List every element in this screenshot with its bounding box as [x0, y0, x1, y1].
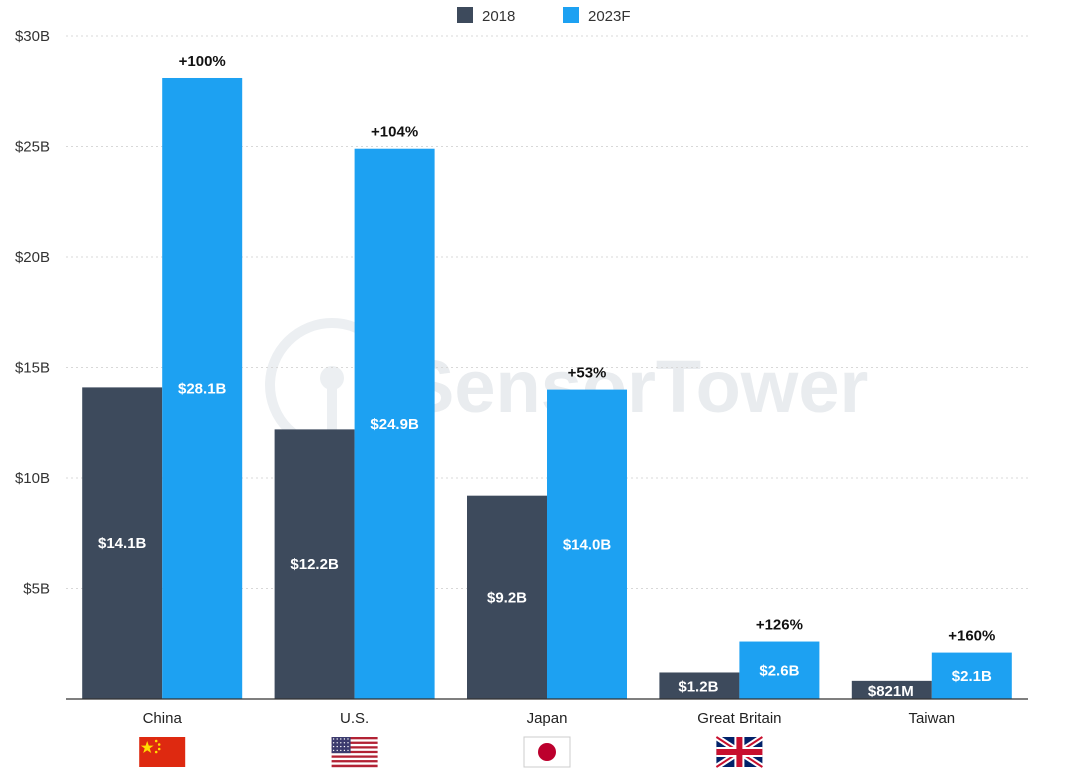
- watermark: SensorTower: [265, 318, 868, 452]
- legend-label: 2023F: [588, 8, 631, 25]
- growth-label: +100%: [179, 53, 226, 70]
- x-category-label: Taiwan: [908, 710, 955, 727]
- y-tick-label: $20B: [15, 249, 50, 266]
- legend-label: 2018: [482, 8, 515, 25]
- uk-flag-icon: [714, 734, 765, 770]
- y-tick-label: $15B: [15, 360, 50, 377]
- growth-label: +126%: [756, 617, 803, 634]
- bar-value-label: $2.6B: [759, 662, 799, 679]
- x-category-label: U.S.: [340, 710, 369, 727]
- bar-2023f: [739, 641, 820, 699]
- watermark-logo-stem: [327, 388, 337, 438]
- y-tick-label: $30B: [15, 28, 50, 45]
- bar-value-label: $9.2B: [487, 589, 527, 606]
- legend-swatch-2023f: [563, 7, 579, 23]
- bar-value-label: $821M: [868, 683, 914, 700]
- bar-2018: [851, 680, 932, 699]
- y-tick-label: $10B: [15, 470, 50, 487]
- data-labels: $14.1B $28.1B +100% $12.2B $24.9B +104% $9.2B $…: [98, 53, 995, 700]
- bar-2023f: [162, 77, 243, 700]
- legend-swatch-2018: [457, 7, 473, 23]
- bar-value-label: $28.1B: [178, 380, 227, 397]
- japan-flag-icon: [523, 736, 571, 768]
- bar-value-label: $1.2B: [678, 679, 718, 696]
- y-axis-ticks: $5B $10B $15B $20B $25B $30B: [15, 28, 50, 598]
- legend: 2018 2023F: [457, 7, 631, 25]
- bar-2023f: [354, 148, 435, 699]
- x-category-label: Japan: [527, 710, 568, 727]
- bar-value-label: $14.0B: [563, 536, 612, 553]
- bar-value-label: $14.1B: [98, 535, 147, 552]
- us-flag-icon: [331, 737, 378, 768]
- bar-2023f: [931, 652, 1012, 699]
- bar-value-label: $12.2B: [290, 556, 339, 573]
- bar-value-label: $24.9B: [370, 416, 419, 433]
- x-category-label: China: [143, 710, 183, 727]
- x-axis-categories: China U.S. Japan Great Britain Taiwan: [143, 710, 956, 727]
- growth-label: +104%: [371, 124, 418, 141]
- bars: [82, 77, 1012, 700]
- bar-2018: [659, 672, 740, 699]
- watermark-logo-dot: [320, 366, 344, 390]
- growth-label: +160%: [948, 628, 995, 645]
- china-flag-icon: [139, 737, 186, 767]
- bar-2018: [82, 387, 163, 699]
- y-tick-label: $25B: [15, 139, 50, 156]
- bar-2018: [274, 429, 355, 699]
- growth-label: +53%: [568, 365, 607, 382]
- bar-value-label: $2.1B: [952, 668, 992, 685]
- bar-2023f: [547, 389, 627, 699]
- watermark-text: SensorTower: [405, 345, 868, 428]
- category-flags: [139, 734, 765, 770]
- x-category-label: Great Britain: [697, 710, 781, 727]
- bar-2018: [467, 495, 547, 699]
- y-tick-label: $5B: [23, 581, 50, 598]
